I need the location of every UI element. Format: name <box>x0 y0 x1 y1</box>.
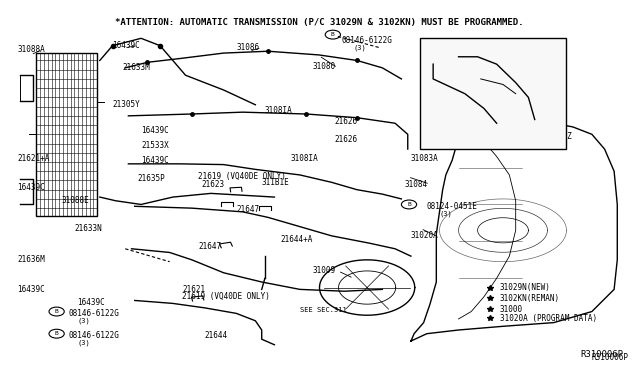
Text: 16439C: 16439C <box>113 41 140 50</box>
Text: 21633N: 21633N <box>74 224 102 233</box>
Text: 31069: 31069 <box>503 134 526 142</box>
Text: B: B <box>55 309 58 314</box>
Text: 31082E: 31082E <box>474 82 502 91</box>
Text: 21647: 21647 <box>198 243 221 251</box>
Text: B: B <box>407 202 411 207</box>
Text: B: B <box>331 32 335 37</box>
Text: R310006P: R310006P <box>580 350 623 359</box>
Text: (3): (3) <box>440 211 452 217</box>
Text: SEE SEC.311: SEE SEC.311 <box>300 307 347 313</box>
Text: 21619 (VQ40DE ONLY): 21619 (VQ40DE ONLY) <box>198 172 286 181</box>
Text: 21626: 21626 <box>335 135 358 144</box>
Text: 21626: 21626 <box>335 117 358 126</box>
Text: (3): (3) <box>77 340 90 346</box>
Bar <box>420 38 566 149</box>
Text: 3108IA: 3108IA <box>291 154 318 163</box>
Text: B: B <box>55 331 58 336</box>
Text: 3108IA: 3108IA <box>265 106 292 115</box>
Text: 31082E: 31082E <box>509 56 537 65</box>
Text: 31084: 31084 <box>404 180 428 189</box>
Text: 31088A: 31088A <box>17 45 45 54</box>
Text: 08146-6122G: 08146-6122G <box>68 331 119 340</box>
Text: 08146-6122G: 08146-6122G <box>68 309 119 318</box>
Text: 21636M: 21636M <box>17 255 45 264</box>
Text: 16439C: 16439C <box>77 298 106 307</box>
Text: 21644: 21644 <box>205 331 228 340</box>
Text: (3): (3) <box>77 318 90 324</box>
Text: 21633M: 21633M <box>122 63 150 72</box>
Text: 16439C: 16439C <box>17 285 45 294</box>
Text: 31000: 31000 <box>500 305 523 314</box>
Text: 21635P: 21635P <box>138 174 166 183</box>
Text: 31088E: 31088E <box>61 196 90 205</box>
Text: 31009: 31009 <box>312 266 335 275</box>
Text: R310006P: R310006P <box>592 353 629 362</box>
Text: 31029N(NEW): 31029N(NEW) <box>500 283 550 292</box>
Text: (3): (3) <box>354 44 367 51</box>
Text: 21619 (VQ40DE ONLY): 21619 (VQ40DE ONLY) <box>182 292 270 301</box>
Text: 3102KN(REMAN): 3102KN(REMAN) <box>500 294 560 303</box>
Text: 08124-0451E: 08124-0451E <box>427 202 477 211</box>
Text: 311B1E: 311B1E <box>262 178 289 187</box>
Text: 16439C: 16439C <box>17 183 45 192</box>
Text: 31080: 31080 <box>312 61 335 71</box>
Text: 21533X: 21533X <box>141 141 169 150</box>
Text: 21621: 21621 <box>182 285 205 294</box>
Text: 16439C: 16439C <box>141 155 169 165</box>
Text: 21623: 21623 <box>202 180 225 189</box>
Text: 31020A (PROGRAM DATA): 31020A (PROGRAM DATA) <box>500 314 597 323</box>
Text: 08146-6122G: 08146-6122G <box>341 36 392 45</box>
Text: *ATTENTION: AUTOMATIC TRANSMISSION (P/C 31029N & 3102KN) MUST BE PROGRAMMED.: *ATTENTION: AUTOMATIC TRANSMISSION (P/C … <box>115 18 523 27</box>
Bar <box>36 53 97 215</box>
Text: 21644+A: 21644+A <box>281 235 313 244</box>
Text: 21621+A: 21621+A <box>17 154 50 163</box>
Text: 21647: 21647 <box>236 205 259 215</box>
Text: 31020A: 31020A <box>411 231 438 240</box>
Text: 31083A: 31083A <box>411 154 438 163</box>
Text: 31086: 31086 <box>236 43 259 52</box>
Text: 21305Y: 21305Y <box>113 100 140 109</box>
Text: 16439C: 16439C <box>141 126 169 135</box>
Text: 31082U: 31082U <box>446 43 474 52</box>
Text: 31090Z: 31090Z <box>544 132 572 141</box>
